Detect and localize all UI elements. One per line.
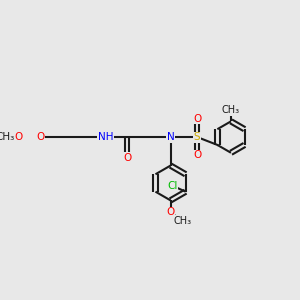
Text: Cl: Cl <box>167 181 178 190</box>
Text: O: O <box>123 153 131 163</box>
Text: O: O <box>167 208 175 218</box>
Text: S: S <box>194 132 200 142</box>
Text: O: O <box>14 132 22 142</box>
Text: CH₃: CH₃ <box>0 132 15 142</box>
Text: O: O <box>193 150 201 160</box>
Text: CH₃: CH₃ <box>174 216 192 226</box>
Text: N: N <box>167 132 174 142</box>
Text: NH: NH <box>98 132 113 142</box>
Text: O: O <box>36 132 44 142</box>
Text: O: O <box>193 114 201 124</box>
Text: CH₃: CH₃ <box>222 106 240 116</box>
